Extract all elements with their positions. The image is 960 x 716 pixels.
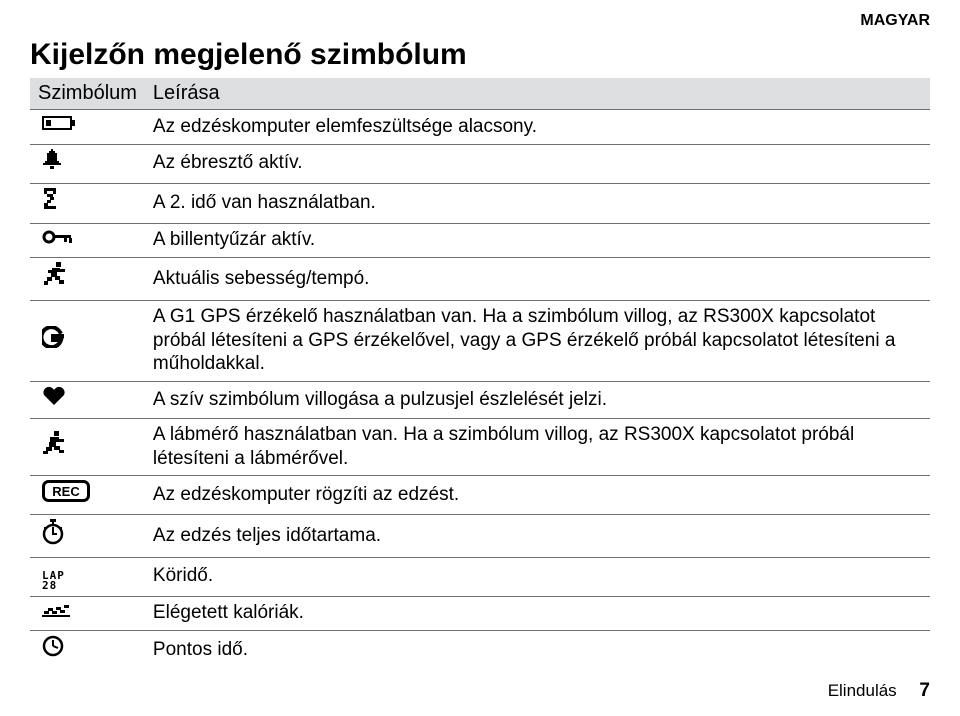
description-cell: Az edzés teljes időtartama. bbox=[145, 515, 930, 558]
description-cell: Az edzéskomputer rögzíti az edzést. bbox=[145, 476, 930, 515]
table-row: A lábmérő használatban van. Ha a szimból… bbox=[30, 418, 930, 476]
page-footer: Elindulás 7 bbox=[828, 680, 930, 702]
symbol-cell bbox=[30, 515, 145, 558]
description-cell: Elégetett kalóriák. bbox=[145, 596, 930, 631]
description-cell: A lábmérő használatban van. Ha a szimból… bbox=[145, 418, 930, 476]
table-row: Pontos idő. bbox=[30, 631, 930, 669]
table-row: LAP28 Köridő. bbox=[30, 557, 930, 596]
description-cell: Az edzéskomputer elemfeszültsége alacson… bbox=[145, 110, 930, 145]
page-title: Kijelzőn megjelenő szimbólum bbox=[30, 38, 930, 72]
description-cell: A szív szimbólum villogása a pulzusjel é… bbox=[145, 382, 930, 419]
table-row: Az edzéskomputer elemfeszültsége alacson… bbox=[30, 110, 930, 145]
footer-section: Elindulás bbox=[828, 681, 897, 700]
symbol-cell bbox=[30, 596, 145, 631]
table-row: Az ébresztő aktív. bbox=[30, 144, 930, 183]
description-cell: A 2. idő van használatban. bbox=[145, 183, 930, 224]
calories-icon bbox=[42, 601, 70, 619]
clock-icon bbox=[42, 635, 64, 657]
runner-icon bbox=[42, 262, 66, 288]
symbol-cell bbox=[30, 382, 145, 419]
symbol-cell bbox=[30, 418, 145, 476]
stopwatch-icon bbox=[42, 519, 64, 545]
table-row: A billentyűzár aktív. bbox=[30, 224, 930, 258]
battery-low-icon bbox=[42, 114, 78, 132]
table-row: Az edzés teljes időtartama. bbox=[30, 515, 930, 558]
lap-icon: LAP28 bbox=[42, 571, 65, 591]
table-row: A szív szimbólum villogása a pulzusjel é… bbox=[30, 382, 930, 419]
rec-icon: REC bbox=[42, 480, 90, 502]
key-icon bbox=[42, 229, 74, 245]
symbol-cell bbox=[30, 631, 145, 669]
table-row: Elégetett kalóriák. bbox=[30, 596, 930, 631]
heart-icon bbox=[42, 386, 66, 406]
description-cell: Köridő. bbox=[145, 557, 930, 596]
description-cell: Pontos idő. bbox=[145, 631, 930, 669]
table-row: A G1 GPS érzékelő használatban van. Ha a… bbox=[30, 300, 930, 381]
symbol-cell: REC bbox=[30, 476, 145, 515]
symbol-cell bbox=[30, 224, 145, 258]
table-header-row: Szimbólum Leírása bbox=[30, 78, 930, 110]
symbol-cell bbox=[30, 258, 145, 301]
symbol-cell bbox=[30, 183, 145, 224]
description-cell: Az ébresztő aktív. bbox=[145, 144, 930, 183]
col-header-symbol: Szimbólum bbox=[30, 78, 145, 110]
symbol-cell bbox=[30, 110, 145, 145]
description-cell: Aktuális sebesség/tempó. bbox=[145, 258, 930, 301]
table-row: REC Az edzéskomputer rögzíti az edzést. bbox=[30, 476, 930, 515]
language-header: MAGYAR bbox=[30, 12, 930, 30]
description-cell: A G1 GPS érzékelő használatban van. Ha a… bbox=[145, 300, 930, 381]
foot-icon bbox=[42, 431, 66, 455]
description-cell: A billentyűzár aktív. bbox=[145, 224, 930, 258]
footer-page-number: 7 bbox=[919, 680, 930, 701]
gps-g-icon bbox=[42, 326, 64, 348]
timer2-icon bbox=[42, 188, 60, 212]
table-row: A 2. idő van használatban. bbox=[30, 183, 930, 224]
svg-text:REC: REC bbox=[52, 484, 80, 499]
symbol-cell bbox=[30, 144, 145, 183]
table-row: Aktuális sebesség/tempó. bbox=[30, 258, 930, 301]
symbol-cell bbox=[30, 300, 145, 381]
bell-icon bbox=[42, 149, 62, 171]
col-header-description: Leírása bbox=[145, 78, 930, 110]
symbol-cell: LAP28 bbox=[30, 557, 145, 596]
symbol-table: Szimbólum Leírása Az edzéskomputer elemf… bbox=[30, 78, 930, 669]
